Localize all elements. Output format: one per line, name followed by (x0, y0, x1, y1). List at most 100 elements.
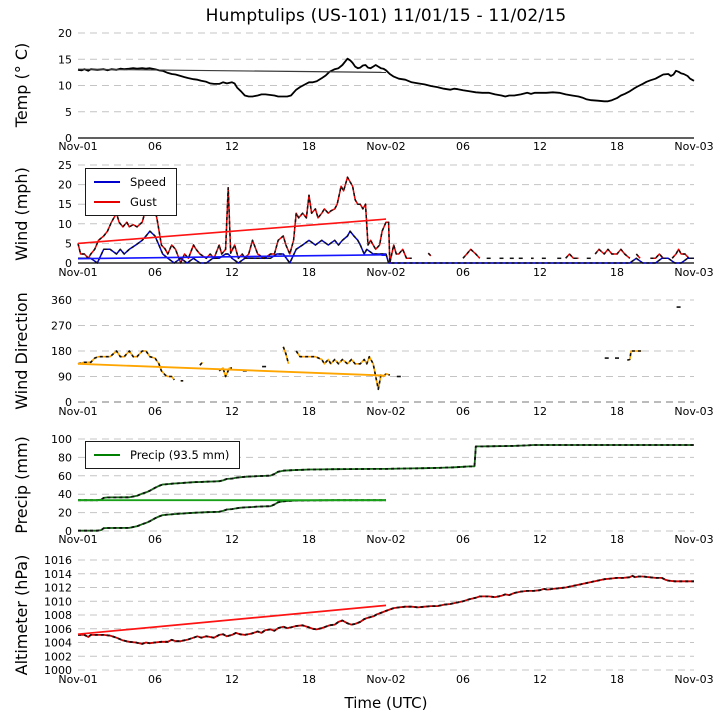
direction-markers (77, 350, 175, 381)
altimeter-ytick-label: 1006 (44, 623, 72, 636)
wind-xtick-label: Nov-02 (366, 266, 405, 279)
wind-xtick-label: 12 (225, 266, 239, 279)
direction-markers (199, 361, 204, 366)
precip-accumulated-event-markers (78, 499, 386, 532)
legend-label-precip: Precip (93.5 mm) (130, 448, 230, 462)
xlabel-time-utc: Time (UTC) (344, 694, 428, 712)
altimeter-ytick-label: 1010 (44, 595, 72, 608)
wind-ytick-label: 15 (58, 198, 72, 211)
altimeter-xtick-label: 12 (533, 673, 547, 686)
temp-trend (77, 68, 387, 73)
gust-markers (635, 253, 641, 259)
direction-markers (282, 346, 290, 365)
altimeter-xtick-label: Nov-03 (674, 673, 713, 686)
wind-direction-ytick-label: 270 (51, 320, 72, 333)
altimeter-ytick-label: 1016 (44, 554, 72, 567)
altimeter-ytick-label: 1014 (44, 568, 72, 581)
altimeter-xtick-label: 06 (148, 673, 162, 686)
temperature-line (77, 57, 695, 103)
speed-line-swatch (94, 181, 120, 183)
precip-xtick-label: Nov-02 (366, 533, 405, 546)
legend-label-speed: Speed (130, 175, 167, 189)
gust-markers (650, 253, 664, 260)
precip-xtick-label: 18 (610, 533, 624, 546)
temp-xtick-label: 06 (148, 140, 162, 153)
precip-ytick-label: 60 (58, 470, 72, 483)
wind-xtick-label: 06 (456, 266, 470, 279)
direction-trend (77, 362, 387, 377)
wind-xtick-label: 06 (148, 266, 162, 279)
legend-item-precip: Precip (93.5 mm) (94, 445, 229, 465)
precip-ytick-label: 20 (58, 507, 72, 520)
wind-xtick-label: 18 (302, 266, 316, 279)
altimeter-ytick-label: 1012 (44, 582, 72, 595)
temp-xtick-label: Nov-03 (674, 140, 713, 153)
page-title: Humptulips (US-101) 11/01/15 - 11/02/15 (205, 6, 567, 26)
wind-xtick-label: 12 (533, 266, 547, 279)
precip-xtick-label: 18 (302, 533, 316, 546)
wind-direction-xtick-label: 18 (610, 405, 624, 418)
gust-trend (77, 218, 387, 245)
temp-xtick-label: Nov-01 (58, 140, 97, 153)
direction-line (627, 350, 642, 361)
temp-ytick-label: 20 (58, 27, 72, 40)
wind-xtick-label: Nov-03 (674, 266, 713, 279)
wind-xtick-label: 18 (610, 266, 624, 279)
direction-markers (627, 350, 642, 361)
temp-ytick-label: 0 (65, 132, 72, 145)
wind-direction-xtick-label: 12 (533, 405, 547, 418)
wind-direction-xtick-label: Nov-02 (366, 405, 405, 418)
altimeter-ytick-label: 1002 (44, 650, 72, 663)
precip-accumulated-total-markers (78, 444, 694, 502)
wind-direction-ytick-label: 90 (58, 371, 72, 384)
temp-xtick-label: Nov-02 (366, 140, 405, 153)
gust-markers (427, 252, 432, 257)
altimeter-xtick-label: Nov-02 (366, 673, 405, 686)
wind-direction-ytick-label: 0 (65, 396, 72, 409)
precip-ytick-label: 40 (58, 488, 72, 501)
temp-ytick-label: 5 (65, 106, 72, 119)
precip-ytick-label: 0 (65, 525, 72, 538)
altimeter-xtick-label: 12 (225, 673, 239, 686)
legend-item-speed: Speed (94, 172, 166, 192)
gust-markers (462, 248, 481, 259)
precip-line-swatch (94, 454, 120, 456)
altimeter-xtick-label: 06 (456, 673, 470, 686)
temp-xtick-label: 06 (456, 140, 470, 153)
altimeter-ytick-label: 1004 (44, 637, 72, 650)
temp-xtick-label: 18 (610, 140, 624, 153)
gust-line-swatch (94, 201, 120, 203)
precip-xtick-label: 12 (225, 533, 239, 546)
legend-label-gust: Gust (130, 195, 157, 209)
precip-legend: Precip (93.5 mm) (85, 441, 241, 469)
direction-markers (218, 367, 232, 378)
temp-ytick-label: 15 (58, 53, 72, 66)
altimeter-ytick-label: 1000 (44, 664, 72, 677)
altimeter-pressure-line (78, 574, 694, 645)
precip-xtick-label: Nov-03 (674, 533, 713, 546)
wind-direction-xtick-label: 12 (225, 405, 239, 418)
wind-direction-xtick-label: Nov-03 (674, 405, 713, 418)
gust-markers (77, 176, 412, 264)
wind-direction-xtick-label: 06 (456, 405, 470, 418)
altimeter-ytick-label: 1008 (44, 609, 72, 622)
altimeter-pressure-markers (78, 574, 694, 645)
temp-xtick-label: 12 (225, 140, 239, 153)
wind-ytick-label: 20 (58, 179, 72, 192)
speed-markers (78, 230, 694, 264)
direction-line (295, 350, 391, 391)
altimeter-xtick-label: Nov-01 (58, 673, 97, 686)
wind-ytick-label: 25 (58, 159, 72, 172)
altimeter-xtick-label: 18 (610, 673, 624, 686)
wind-ytick-label: 5 (65, 237, 72, 250)
wind-legend: Speed Gust (85, 168, 178, 216)
wind-direction-xtick-label: Nov-01 (58, 405, 97, 418)
wind-ytick-label: 10 (58, 218, 72, 231)
wind-direction-xtick-label: 06 (148, 405, 162, 418)
wind-xtick-label: Nov-01 (58, 266, 97, 279)
altimeter-trend (77, 604, 387, 636)
ylabel-altimeter: Altimeter (hPa) (12, 554, 31, 676)
altimeter-xtick-label: 18 (302, 673, 316, 686)
